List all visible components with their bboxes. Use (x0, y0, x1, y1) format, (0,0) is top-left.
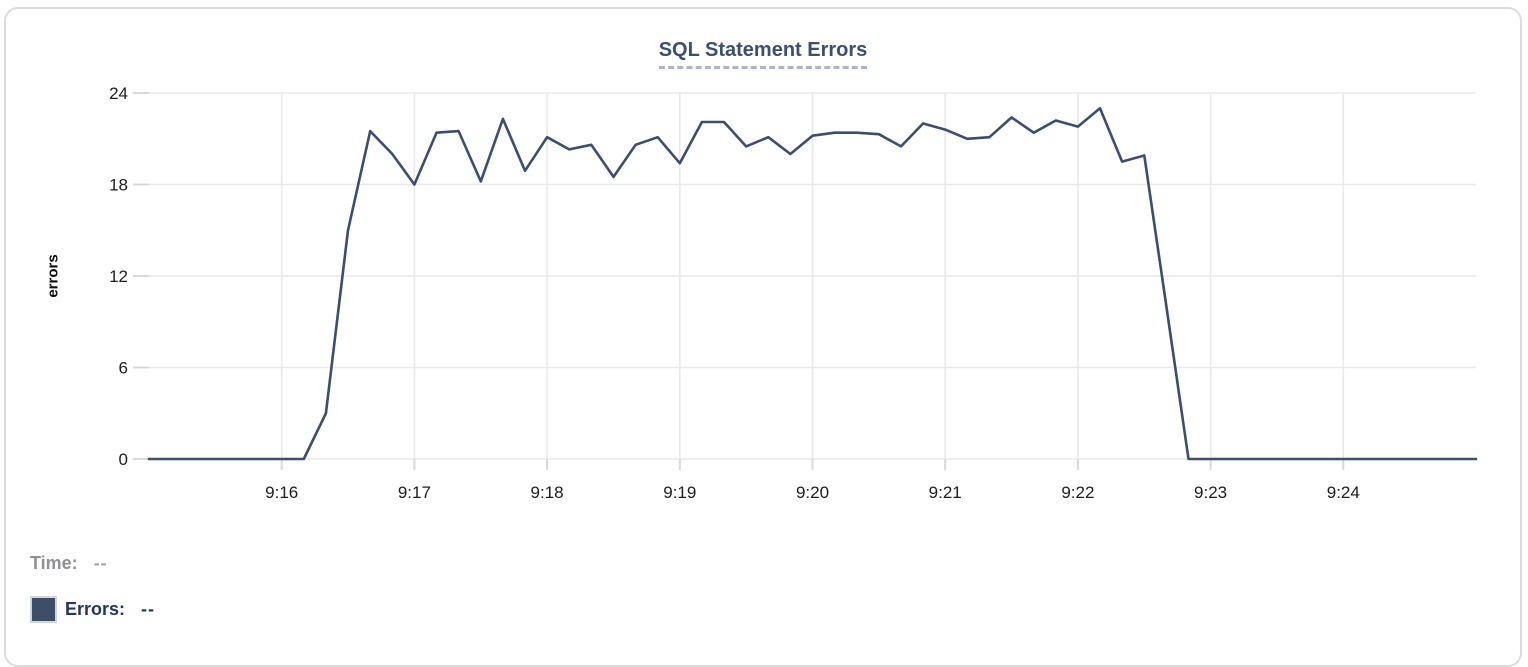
errors-readout-label: Errors: (65, 598, 126, 619)
chart-card: SQL Statement Errors 0 6 12 18 24 9:16 9:17 9:1… (4, 7, 1522, 667)
x-tick-label: 9:16 (265, 483, 298, 502)
x-tick-label: 9:19 (663, 483, 696, 502)
x-tick-label: 9:21 (929, 483, 962, 502)
time-readout-label: Time: (30, 552, 78, 573)
x-tick-label: 9:17 (398, 483, 431, 502)
y-tick-label: 6 (119, 359, 128, 378)
errors-series-swatch-icon (30, 595, 57, 623)
errors-readout-value: -- (141, 598, 156, 619)
errors-readout-row: Errors: -- (30, 595, 155, 623)
errors-line-chart: 0 6 12 18 24 9:16 9:17 9:18 9:19 9:20 9:21 9:22 9:23… (109, 84, 1478, 502)
x-tick-label: 9:24 (1327, 483, 1360, 502)
chart-title-wrap: SQL Statement Errors (6, 39, 1520, 69)
time-readout-value: -- (93, 552, 108, 573)
y-axis-label: errors (44, 254, 62, 298)
x-tick-label: 9:22 (1061, 483, 1094, 502)
y-tick-label: 12 (109, 267, 128, 286)
x-tick-label: 9:23 (1194, 483, 1227, 502)
y-tick-label: 0 (119, 450, 128, 469)
x-tick-label: 9:20 (796, 483, 829, 502)
x-tick-label: 9:18 (531, 483, 564, 502)
time-readout-row: Time: -- (30, 549, 155, 577)
y-tick-label: 24 (109, 84, 128, 103)
chart-title[interactable]: SQL Statement Errors (658, 39, 868, 69)
tooltip-readout: Time: -- Errors: -- (30, 549, 155, 641)
y-tick-label: 18 (109, 176, 128, 195)
errors-series-line (147, 107, 1478, 461)
